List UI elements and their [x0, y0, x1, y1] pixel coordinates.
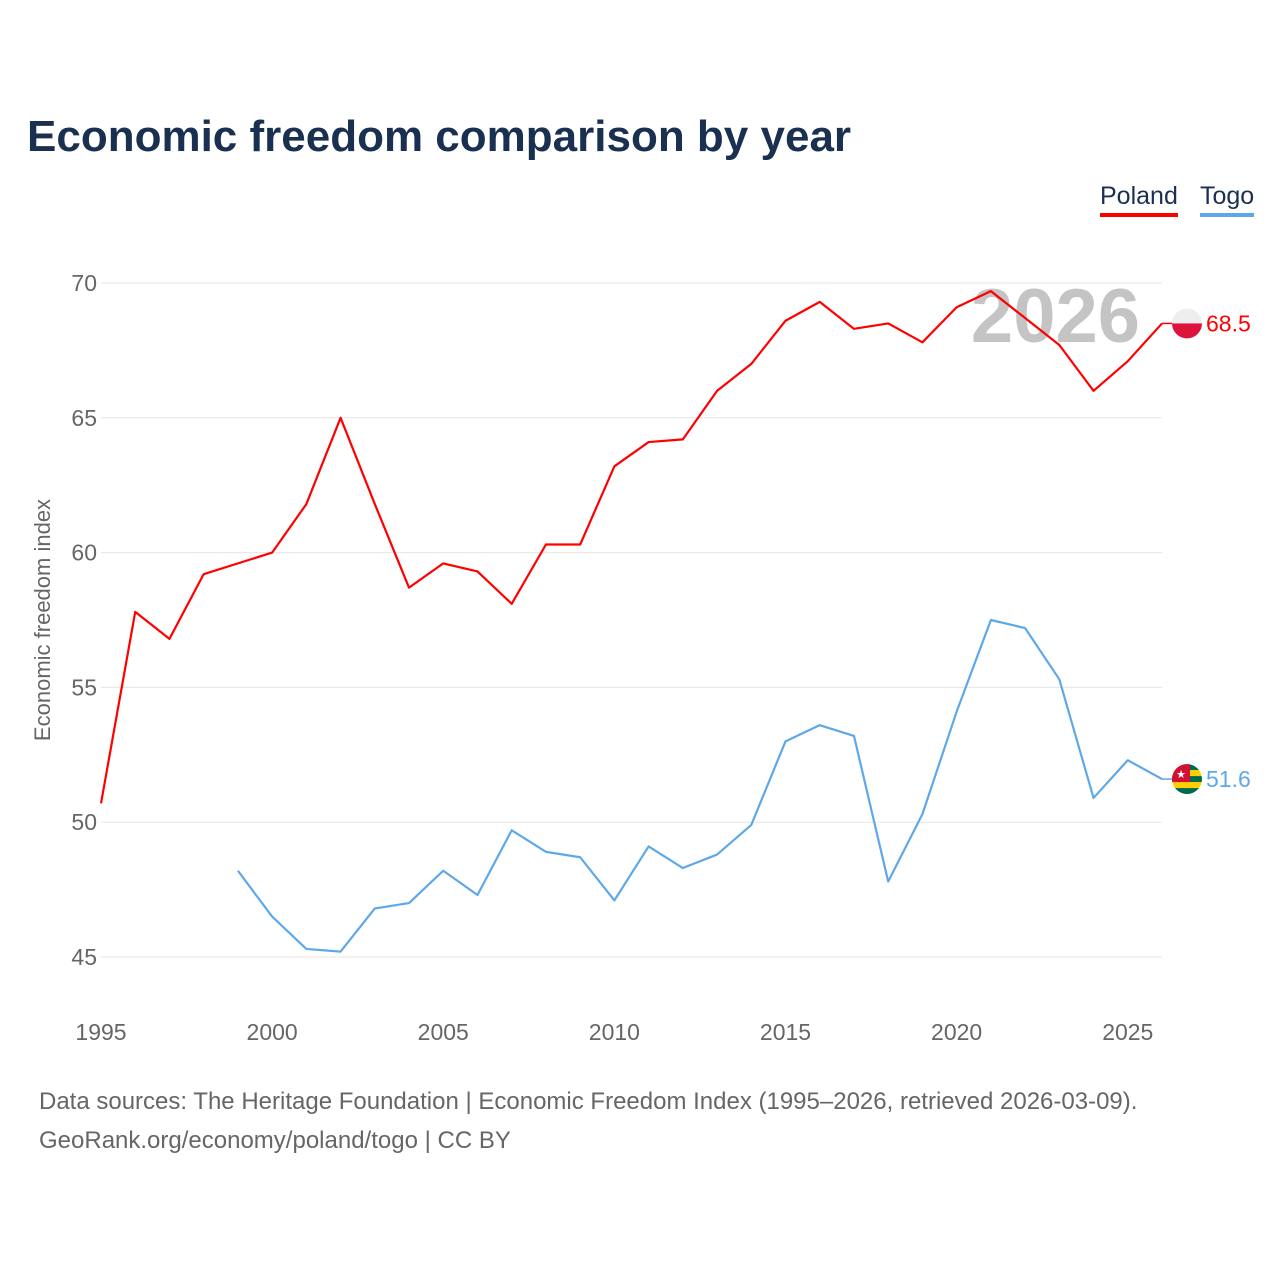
y-tick-label: 55 — [71, 674, 97, 700]
x-tick-label: 1995 — [75, 1019, 126, 1045]
end-value-label: 51.6 — [1206, 766, 1251, 792]
x-tick-label: 2025 — [1102, 1019, 1153, 1045]
togo-flag-star-icon: ★ — [1176, 769, 1186, 781]
legend-poland[interactable]: Poland — [1100, 182, 1178, 217]
year-watermark: 2026 — [971, 274, 1140, 359]
x-tick-label: 2000 — [247, 1019, 298, 1045]
y-tick-label: 70 — [71, 270, 97, 296]
togo-flag-icon — [1172, 788, 1202, 795]
y-tick-label: 45 — [71, 944, 97, 970]
x-tick-label: 2015 — [760, 1019, 811, 1045]
togo-flag-icon — [1172, 764, 1190, 783]
y-tick-label: 50 — [71, 809, 97, 835]
series-line-poland — [99, 289, 1163, 804]
poland-flag-icon — [1172, 308, 1202, 324]
y-tick-label: 65 — [71, 405, 97, 431]
togo-flag-icon — [1172, 782, 1202, 789]
source-url[interactable]: GeoRank.org/economy/poland/togo | CC BY — [39, 1127, 511, 1154]
x-tick-label: 2010 — [589, 1019, 640, 1045]
source-note: Data sources: The Heritage Foundation | … — [39, 1088, 1138, 1115]
chart-title: Economic freedom comparison by year — [27, 112, 852, 161]
series-line-togo — [237, 618, 1163, 953]
y-axis-label: Economic freedom index — [30, 499, 55, 741]
x-tick-label: 2020 — [931, 1019, 982, 1045]
y-tick-label: 60 — [71, 540, 97, 566]
end-value-label: 68.5 — [1206, 310, 1251, 336]
legend-togo[interactable]: Togo — [1200, 182, 1255, 217]
poland-flag-icon — [1172, 323, 1202, 339]
x-tick-label: 2005 — [418, 1019, 469, 1045]
